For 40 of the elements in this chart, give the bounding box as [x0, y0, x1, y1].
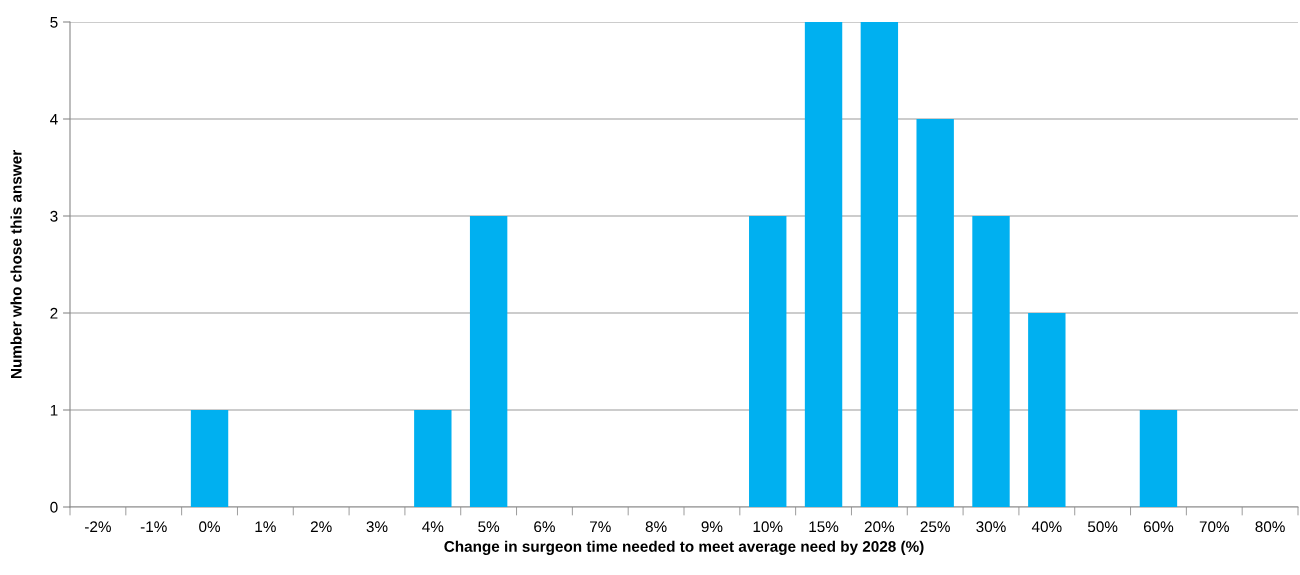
x-tick-label: 10% [753, 521, 783, 533]
bar [1139, 410, 1178, 507]
x-tick-label: 4% [422, 521, 444, 533]
x-tick-label: 0% [199, 521, 221, 533]
bar [804, 22, 843, 507]
x-axis-title: Change in surgeon time needed to meet average need by 2028 (%) [444, 540, 924, 555]
x-tick-label: 25% [920, 521, 950, 533]
bar [469, 216, 508, 507]
bar [972, 216, 1010, 507]
x-tick-label: 7% [590, 521, 611, 533]
y-tick-label: 2 [50, 307, 58, 319]
x-tick-label: 30% [976, 521, 1006, 533]
x-tick-label: 60% [1143, 521, 1174, 533]
x-tick-label: 80% [1255, 521, 1285, 533]
bar [860, 22, 899, 507]
y-axis-title: Number who chose this answer [10, 150, 22, 379]
y-tick-label: 1 [50, 405, 58, 416]
y-tick-label: 4 [50, 114, 58, 125]
x-tick-label: 8% [645, 521, 667, 533]
bar [1028, 313, 1066, 507]
x-tick-label: 1% [255, 521, 276, 533]
x-tick-label: 20% [864, 521, 895, 533]
x-tick-label: -2% [85, 521, 111, 533]
bar [916, 119, 954, 507]
x-tick-label: -1% [140, 521, 167, 533]
y-tick-label: 0 [50, 501, 58, 513]
x-tick-label: 40% [1031, 521, 1062, 533]
x-tick-label: 3% [366, 521, 388, 533]
bar [414, 410, 452, 507]
x-tick-label: 6% [534, 521, 555, 533]
y-tick-label: 5 [50, 17, 58, 28]
x-tick-label: 5% [478, 521, 500, 533]
x-tick-label: 50% [1087, 521, 1118, 533]
x-tick-label: 15% [809, 521, 839, 533]
bar [749, 216, 787, 507]
x-tick-label: 70% [1199, 521, 1230, 533]
x-tick-label: 9% [701, 521, 723, 533]
bar [190, 410, 229, 507]
x-tick-label: 2% [310, 521, 332, 533]
y-tick-label: 3 [50, 210, 58, 222]
